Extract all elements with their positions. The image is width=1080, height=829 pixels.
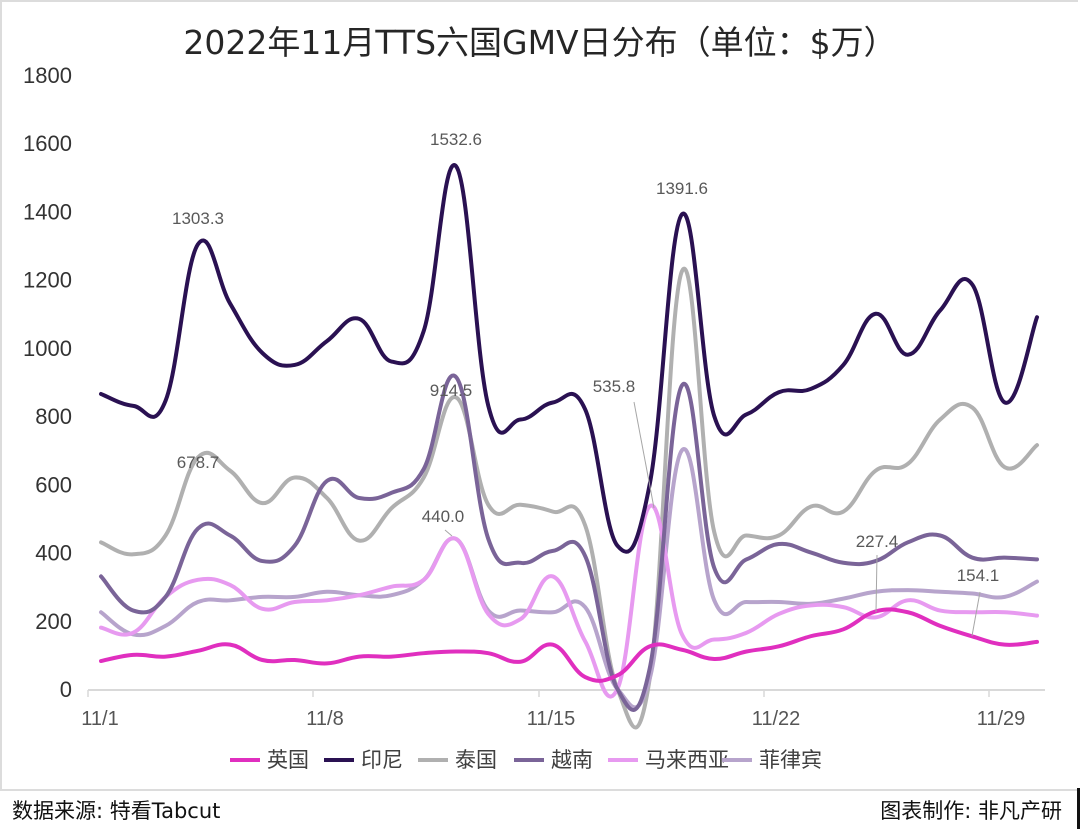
data-label: 914.5	[430, 381, 473, 400]
series-lines	[99, 163, 1039, 730]
data-label: 440.0	[422, 507, 465, 526]
y-tick-label: 200	[35, 609, 72, 634]
data-label: 227.4	[856, 532, 899, 551]
data-label: 678.7	[177, 453, 220, 472]
series-line-菲律宾	[99, 447, 1039, 710]
legend-label: 菲律宾	[759, 749, 822, 772]
legend: 英国 印尼 泰国 越南 马来西亚 菲律宾	[230, 749, 822, 772]
legend-label: 英国	[267, 749, 309, 772]
legend-item-菲律宾: 菲律宾	[722, 749, 822, 772]
data-label: 1532.6	[430, 130, 482, 149]
chart-frame	[0, 0, 1078, 791]
y-tick-label: 1200	[23, 268, 72, 293]
x-tick-label: 11/1	[81, 708, 118, 730]
chart-title: 2022年11月TTS六国GMV日分布（单位：$万）	[183, 23, 897, 62]
legend-label: 印尼	[361, 749, 403, 772]
legend-label: 泰国	[455, 749, 497, 772]
x-tick-label: 11/15	[527, 708, 576, 730]
data-source-note: 数据来源: 特看Tabcut	[12, 799, 221, 823]
legend-item-英国: 英国	[230, 749, 309, 772]
x-tick-label: 11/8	[306, 708, 343, 730]
series-line-泰国	[99, 266, 1039, 730]
leader-line	[444, 529, 453, 537]
legend-item-印尼: 印尼	[324, 749, 403, 772]
y-tick-label: 800	[35, 404, 72, 429]
y-tick-label: 1400	[23, 199, 72, 224]
data-label: 1391.6	[656, 179, 708, 198]
y-tick-label: 1800	[23, 63, 72, 88]
data-label: 154.1	[957, 566, 1000, 585]
x-tick-label: 11/22	[752, 708, 801, 730]
y-axis: 0 200 400 600 800 1000 1200 1400 1600 1800	[23, 63, 72, 702]
legend-item-越南: 越南	[514, 749, 593, 772]
y-tick-label: 600	[35, 472, 72, 497]
series-line-越南	[99, 373, 1039, 712]
legend-label: 越南	[551, 749, 593, 772]
data-label: 535.8	[593, 377, 636, 396]
data-labels: 1303.3 1532.6 1391.6 678.7 914.5 440.0 535.8 22…	[172, 130, 1000, 637]
y-tick-label: 0	[60, 677, 72, 702]
y-tick-label: 1000	[23, 336, 72, 361]
y-tick-label: 1600	[23, 131, 72, 156]
series-line-马来西亚	[99, 503, 1039, 699]
leader-line	[971, 591, 981, 637]
leader-line	[875, 554, 878, 613]
chart-author-note: 图表制作: 非凡产研	[880, 799, 1062, 823]
legend-item-泰国: 泰国	[418, 749, 497, 772]
series-line-印尼	[99, 163, 1039, 554]
edge-bar	[1077, 788, 1080, 829]
data-label: 1303.3	[172, 209, 224, 228]
y-tick-label: 400	[35, 541, 72, 566]
series-line-英国	[99, 607, 1039, 683]
leader-line	[633, 401, 655, 509]
x-tick-label: 11/29	[977, 708, 1026, 730]
x-axis: 11/1 11/8 11/15 11/22 11/29	[81, 689, 1045, 730]
legend-label: 马来西亚	[645, 749, 729, 772]
legend-item-马来西亚: 马来西亚	[608, 749, 729, 772]
